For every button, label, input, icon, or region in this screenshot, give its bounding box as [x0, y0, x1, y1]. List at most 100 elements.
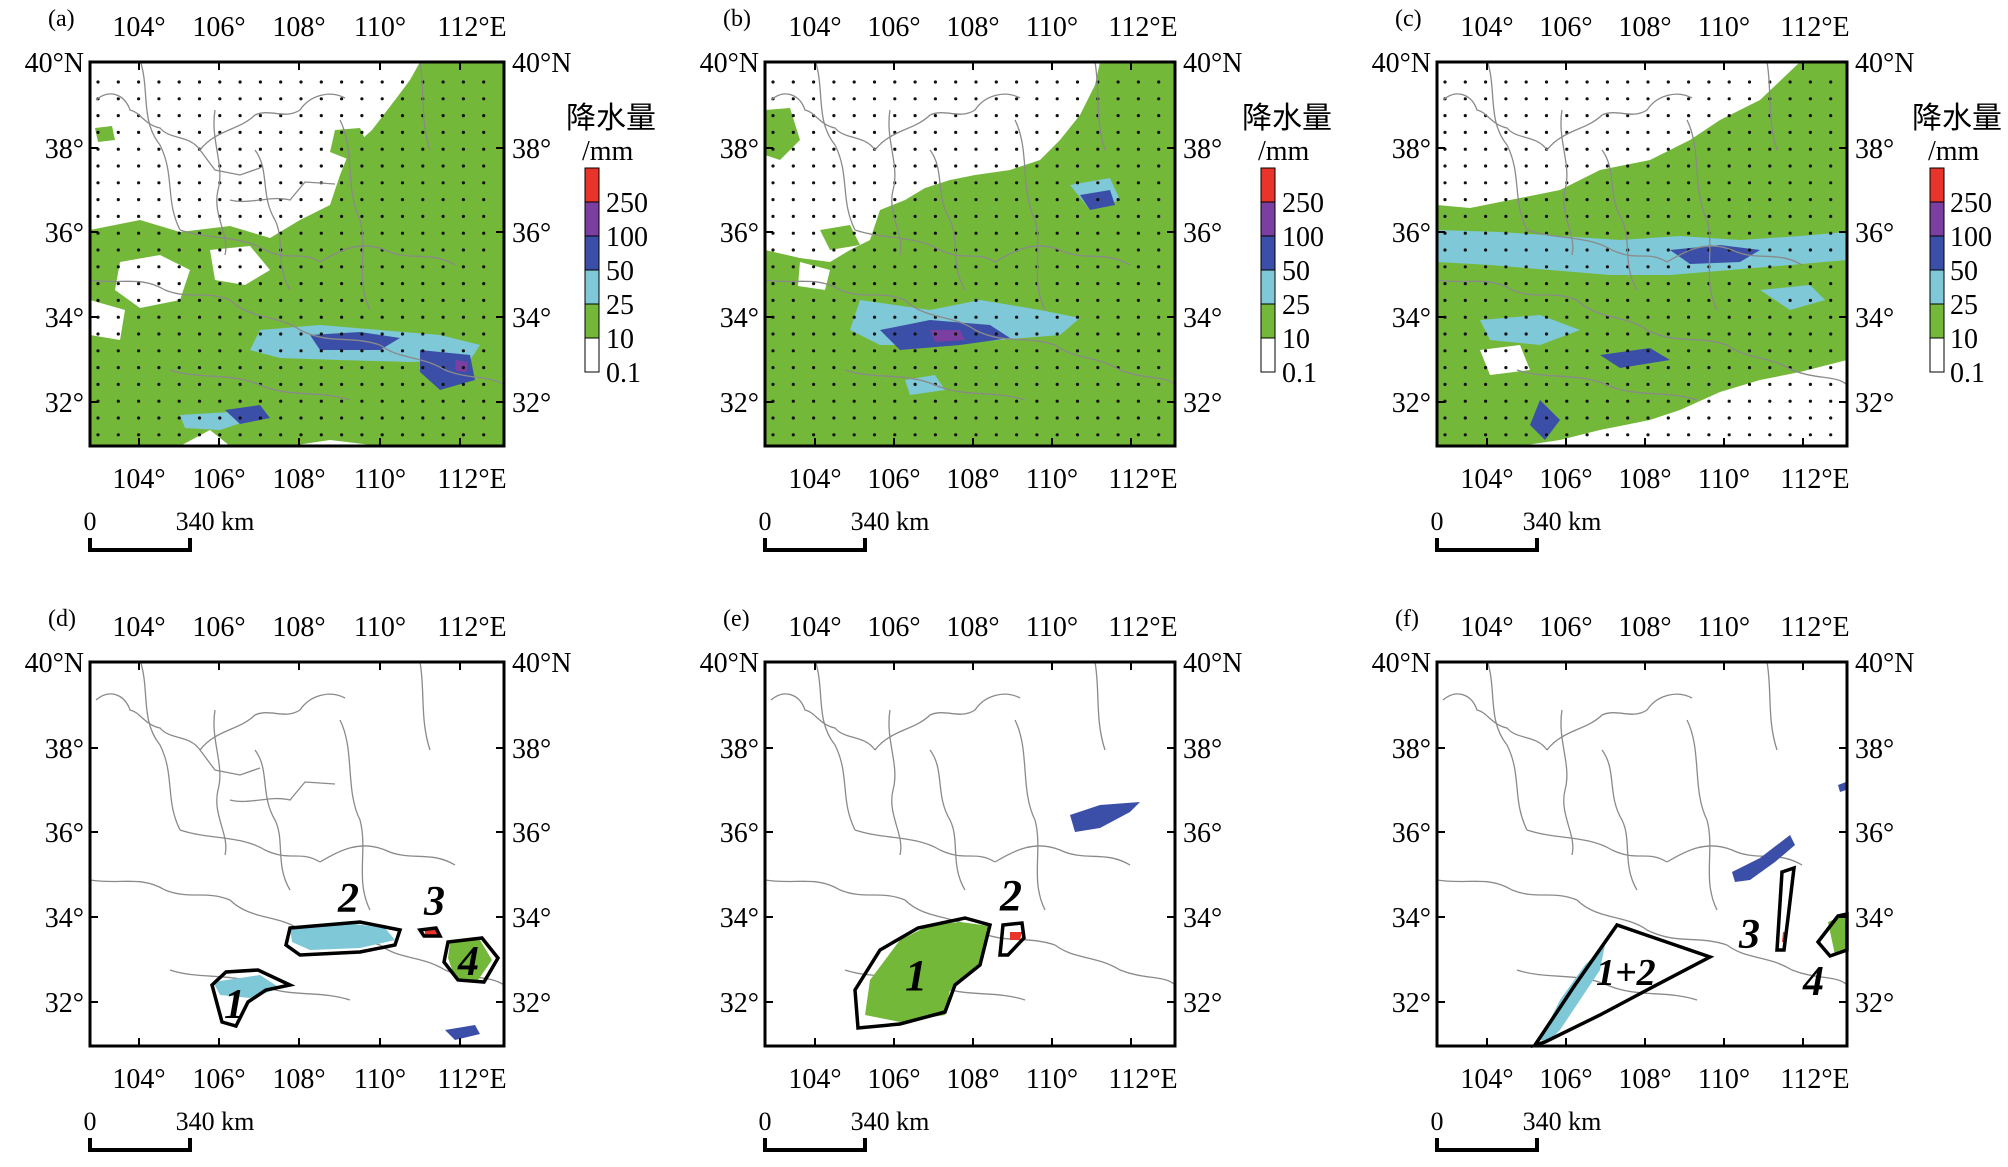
scalebar-distance: 340 km [176, 507, 255, 536]
grid-dot [1075, 349, 1080, 353]
grid-dot [1055, 298, 1059, 302]
grid-dot [974, 181, 978, 185]
grid-dot [400, 248, 405, 252]
grid-dot [461, 433, 465, 437]
grid-dot [933, 181, 938, 185]
grid-dot [400, 181, 405, 185]
grid-dot [197, 433, 202, 437]
grid-dot [974, 80, 978, 84]
grid-dot [360, 433, 364, 437]
grid-dot [933, 399, 938, 403]
grid-dot [1808, 416, 1812, 420]
grid-dot [1136, 147, 1140, 151]
grid-dot [1646, 248, 1650, 252]
grid-dot [1585, 147, 1589, 151]
grid-dot [1585, 366, 1589, 370]
grid-dot [1544, 382, 1549, 386]
grid-dot [1015, 265, 1019, 269]
grid-dot [258, 298, 262, 302]
grid-dot [258, 265, 262, 269]
grid-dot [1035, 181, 1039, 185]
grid-dot [1035, 80, 1039, 84]
tick-label: 34° [720, 303, 759, 334]
grid-dot [279, 114, 283, 118]
right-labels-f: 40°N 38° 36° 34° 32° [1855, 648, 1914, 1019]
region-label: 2 [337, 876, 359, 922]
tick-label: 40°N [700, 48, 759, 79]
grid-dot [400, 298, 405, 302]
grid-dot [400, 97, 405, 101]
tick-label: 40°N [1855, 48, 1914, 79]
grid-dot [852, 399, 856, 403]
grid-dot [1157, 97, 1161, 101]
grid-dot [1747, 282, 1752, 286]
grid-dot [461, 282, 465, 286]
grid-dot [360, 349, 364, 353]
grid-dot [832, 265, 836, 269]
grid-dot [218, 198, 222, 202]
panel-label-d: (d) [48, 606, 76, 632]
grid-dot [1727, 114, 1731, 118]
scalebar-zero: 0 [759, 1107, 772, 1136]
grid-dot [258, 366, 262, 370]
grid-dot [137, 80, 141, 84]
grid-dot [1605, 265, 1609, 269]
tick-label: 38° [1855, 734, 1894, 765]
grid-dot [1504, 181, 1508, 185]
grid-dot [1565, 231, 1569, 235]
grid-dot [1484, 265, 1488, 269]
grid-dot [954, 164, 958, 168]
grid-dot [461, 416, 465, 420]
grid-dot [1605, 164, 1609, 168]
grid-dot [1075, 433, 1080, 437]
grid-dot [238, 399, 242, 403]
grid-dot [974, 349, 978, 353]
legend-label: 10 [606, 324, 634, 355]
grid-dot [96, 349, 100, 353]
legend-a: 降水量 /mm 250 100 50 25 10 0.1 [566, 102, 656, 389]
grid-dot [340, 399, 344, 403]
grid-dot [852, 181, 856, 185]
grid-dot [258, 332, 262, 336]
grid-dot [1055, 332, 1059, 336]
grid-dot [441, 416, 445, 420]
grid-dot [933, 164, 938, 168]
grid-dot [1829, 248, 1833, 252]
grid-dot [1666, 248, 1670, 252]
grid-dot [933, 416, 938, 420]
grid-dot [1484, 349, 1488, 353]
grid-dot [421, 231, 425, 235]
grid-dot [116, 366, 120, 370]
region-label: 2 [999, 871, 1022, 920]
grid-dot [1035, 164, 1039, 168]
grid-dot [1055, 349, 1059, 353]
tick-label: 110° [1026, 464, 1078, 495]
grid-dot [218, 97, 222, 101]
grid-dot [1687, 231, 1691, 235]
grid-dot [157, 248, 161, 252]
grid-dot [1136, 248, 1140, 252]
grid-dot [1808, 97, 1812, 101]
grid-dot [1096, 198, 1100, 202]
panel-a-map [90, 62, 504, 446]
tick-label: 110° [1698, 612, 1750, 643]
tick-label: 108° [946, 464, 999, 495]
grid-dot [279, 80, 283, 84]
frame-f [1435, 660, 1849, 1048]
legend-swatches [584, 167, 600, 373]
grid-dot [771, 349, 775, 353]
grid-dot [1585, 433, 1589, 437]
grid-dot [137, 416, 141, 420]
grid-dot [96, 382, 100, 386]
regions-f [1530, 865, 1849, 1049]
grid-values-b [771, 80, 1161, 437]
grid-dot [137, 282, 141, 286]
grid-dot [1768, 298, 1772, 302]
grid-dot [461, 80, 465, 84]
panel-label-f: (f) [1395, 606, 1419, 632]
grid-dot [1544, 114, 1549, 118]
region-labels-e: 1 2 [905, 871, 1022, 1000]
grid-dot [1463, 231, 1467, 235]
grid-dot [299, 147, 303, 151]
grid-dot [1015, 130, 1019, 134]
